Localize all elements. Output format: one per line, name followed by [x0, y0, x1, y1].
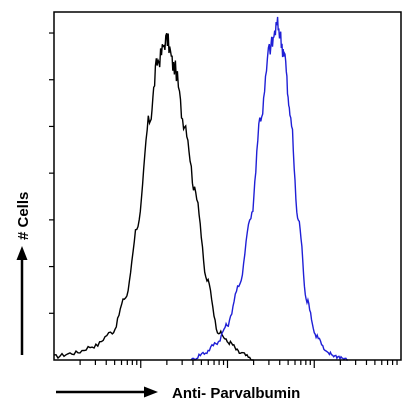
x-axis-arrowhead: [144, 386, 158, 398]
series-line-2: [190, 16, 348, 362]
x-axis-label: Anti- Parvalbumin: [172, 385, 300, 402]
y-axis-label: # Cells: [15, 192, 32, 240]
plot-frame: [53, 11, 402, 361]
series-line-1: [53, 32, 254, 361]
axis-ticks: [49, 32, 398, 368]
y-axis-arrowhead: [16, 246, 28, 260]
series-layer: [53, 16, 348, 362]
